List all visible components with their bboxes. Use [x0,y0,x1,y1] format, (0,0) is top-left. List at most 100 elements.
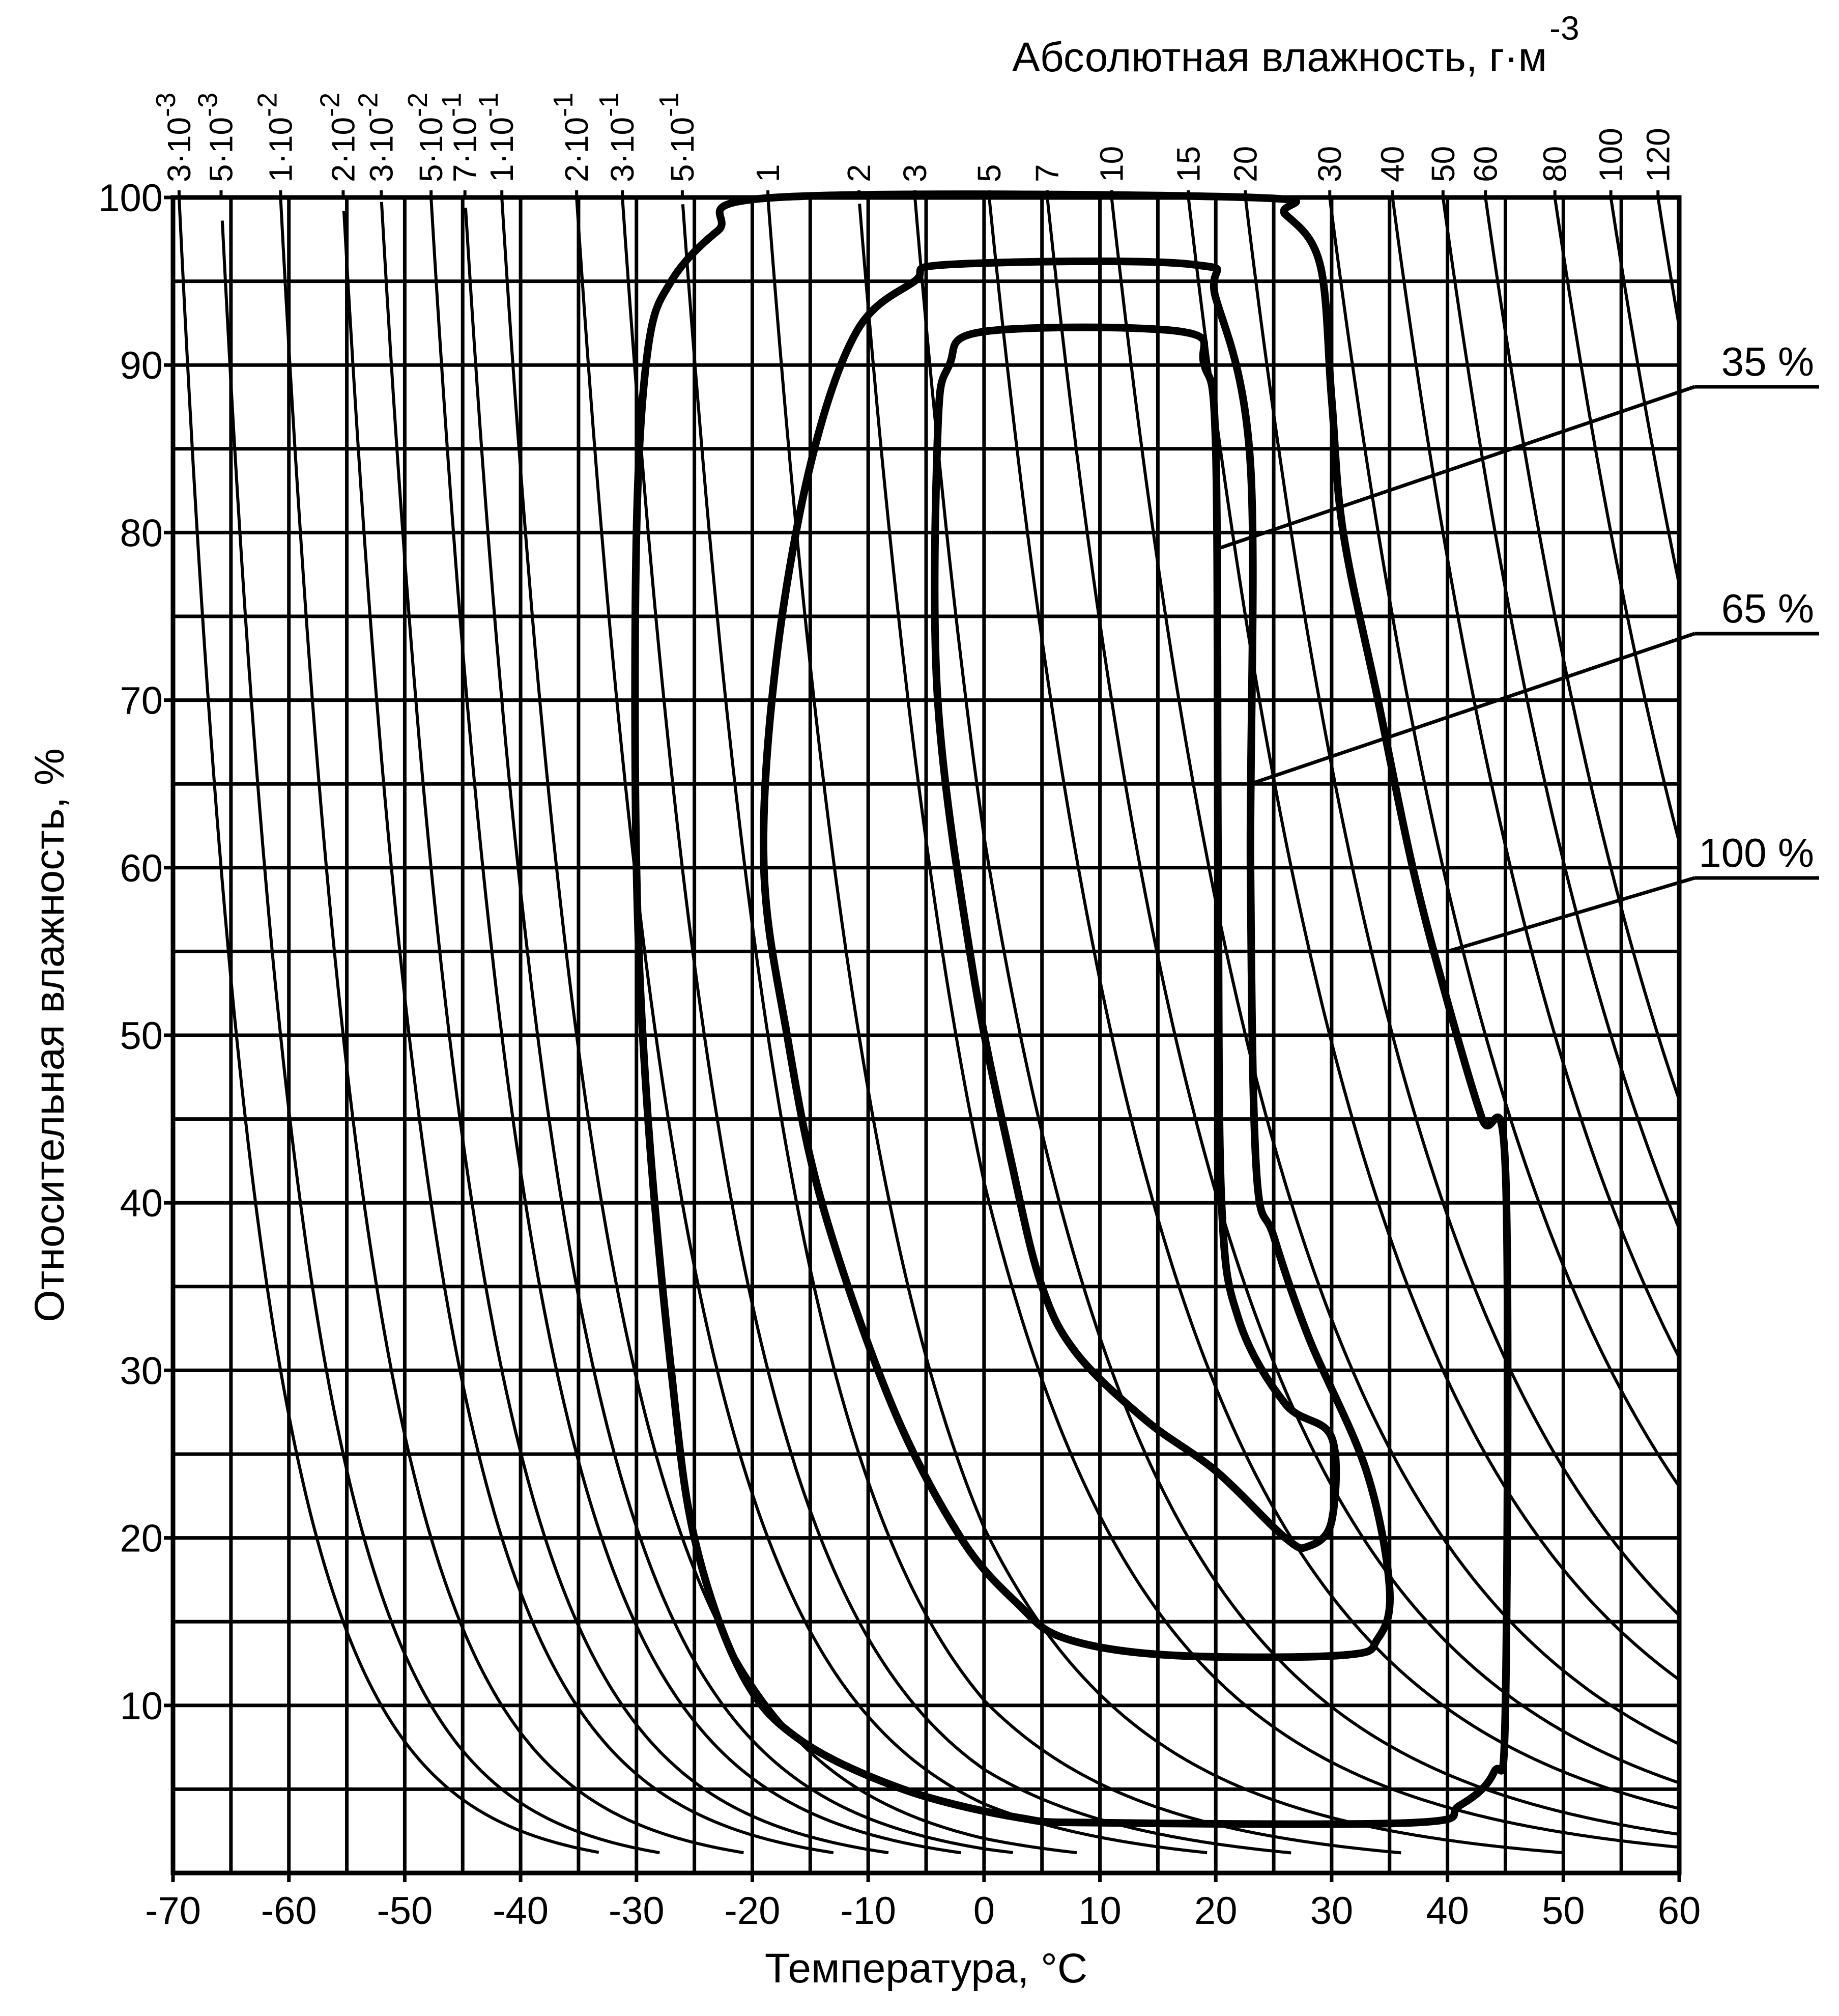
isoline-label-base: 100 [1593,128,1629,182]
isoline-50 [1441,197,1679,1230]
isoline-label-base: 30 [1311,146,1348,182]
isoline-label-exponent: -2 [403,93,433,117]
isoline-0.5 [681,204,1401,1855]
isoline-label: 10 [1094,146,1130,182]
isoline-10 [1110,197,1679,1746]
isoline-label-exponent: -1 [548,93,579,117]
isoline-label-exponent: -2 [314,93,345,117]
isoline-0.01 [279,197,744,1855]
isoline-label: 3·10-2 [353,93,399,182]
isoline-0.005 [220,220,660,1855]
x-tick-label: -10 [840,1889,896,1933]
series-label: 100 % [1699,830,1814,875]
series-curve-2 [759,257,1394,1661]
isoline-40 [1391,197,1679,1358]
isoline-label: 7·10-1 [437,93,483,182]
axes: 3·10-35·10-31·10-22·10-23·10-25·10-27·10… [26,9,1701,1992]
top-axis-title-exponent: -3 [1549,9,1579,47]
isoline-label-exponent: -2 [252,93,282,117]
isoline-label-base: 5·10 [203,117,240,182]
isoline-label-base: 50 [1425,146,1461,182]
isoline-label-base: 1 [750,164,786,182]
isoline-label-base: 3 [897,164,933,182]
isoline-label-base: 15 [1170,146,1207,182]
isoline-label: 15 [1170,146,1207,182]
x-tick-label: -20 [725,1889,781,1933]
isoline-label: 80 [1537,146,1573,182]
isoline-30 [1328,197,1679,1488]
isoline-label: 30 [1311,146,1348,182]
isoline-5 [987,197,1679,1810]
isoline-label-exponent: -2 [353,93,383,117]
isoline-0.07 [464,208,1014,1854]
isoline-label-base: 5 [971,164,1008,182]
y-tick-label: 40 [120,1182,163,1225]
isoline-120 [1656,197,1679,327]
y-tick-label: 70 [120,679,163,723]
x-tick-label: 30 [1310,1889,1354,1933]
x-tick-label: 40 [1426,1889,1469,1933]
isoline-label: 5·10-1 [654,93,701,182]
isoline-label: 2·10-1 [548,93,595,182]
isoline-label-base: 2·10 [325,117,361,182]
isoline-2 [858,204,1679,1849]
y-tick-label: 100 [98,177,163,220]
x-tick-label: -50 [377,1889,433,1933]
isoline-60 [1484,197,1679,1101]
series-curve-1 [931,323,1340,1552]
isoline-0.003 [177,197,599,1854]
series-curve-3 [631,190,1512,1828]
y-tick-label: 50 [120,1014,163,1058]
y-tick-label: 90 [120,344,163,387]
isoline-label: 3 [897,164,933,182]
isoline-label: 5·10-2 [403,93,449,182]
x-tick-label: 10 [1078,1889,1122,1933]
isoline-20 [1244,197,1679,1616]
isoline-label: 20 [1227,146,1264,182]
isoline-label-base: 80 [1537,146,1573,182]
isoline-label-base: 120 [1640,128,1676,182]
isoline-label: 2·10-2 [314,93,361,182]
isoline-label-base: 1·10 [262,117,299,182]
isoline-label-exponent: -1 [594,93,624,117]
isoline-label-base: 3·10 [161,117,197,182]
series-leader-line [1447,876,1695,953]
isoline-label: 50 [1425,146,1461,182]
isoline-label: 2 [841,164,877,182]
x-axis-title: Температура, °C [765,1945,1087,1992]
isoline-7 [1046,197,1679,1784]
isoline-label-base: 5·10 [664,117,701,182]
isoline-label: 60 [1467,146,1504,182]
top-axis-title: Абсолютная влажность, г·м [1012,34,1547,80]
y-tick-label: 10 [120,1685,163,1728]
series-label: 65 % [1721,586,1814,631]
x-tick-label: 20 [1194,1889,1238,1933]
isoline-3 [913,197,1679,1836]
y-tick-label: 30 [120,1349,163,1393]
isoline-label-base: 40 [1374,146,1411,182]
y-tick-label: 60 [120,847,163,890]
isoline-label: 3·10-1 [594,93,641,182]
isoline-label: 3·10-3 [151,93,197,182]
isoline-label: 5 [971,164,1008,182]
y-axis-title: Относительная влажность, % [26,748,73,1322]
isoline-label-exponent: -1 [437,93,467,117]
isoline-label-base: 60 [1467,146,1504,182]
x-tick-label: 50 [1542,1889,1585,1933]
isoline-label-exponent: -3 [151,93,181,117]
isoline-label-exponent: -3 [193,93,223,117]
isoline-label-base: 3·10 [604,117,641,182]
isoline-label: 40 [1374,146,1411,182]
isoline-label-base: 5·10 [413,117,449,182]
y-tick-label: 80 [120,512,163,555]
isoline-label-base: 1·10 [483,117,520,182]
series-labels: 35 % 65 % 100 % [1215,339,1819,953]
x-tick-label: -40 [493,1889,549,1933]
x-tick-label: -70 [145,1889,201,1933]
isoline-0.05 [429,197,961,1855]
isoline-label: 5·10-3 [193,93,240,182]
isoline-label-base: 3·10 [363,117,399,182]
isoline-label-base: 7 [1029,164,1066,182]
x-tick-label: 0 [973,1889,995,1933]
